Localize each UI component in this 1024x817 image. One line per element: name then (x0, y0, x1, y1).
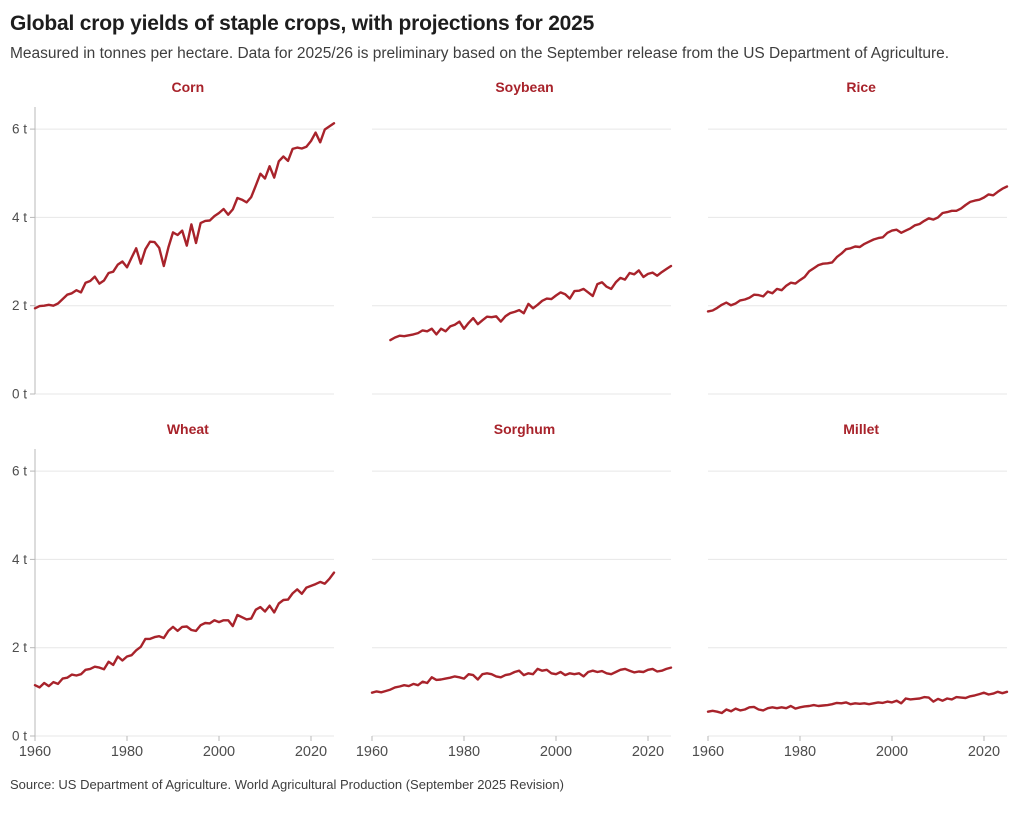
millet-line-chart: 1960 1980 2000 2020 (692, 470, 1009, 760)
facet-millet: Millet 1960 1980 2000 2020 (683, 421, 1014, 763)
corn-line-chart: 0 t 2 t 4 t 6 t (12, 106, 336, 399)
svg-text:0 t: 0 t (12, 386, 27, 399)
svg-text:1960: 1960 (356, 744, 388, 760)
svg-text:6 t: 6 t (12, 121, 27, 136)
svg-text:4 t: 4 t (12, 210, 27, 225)
svg-text:1980: 1980 (784, 744, 816, 760)
svg-text:2020: 2020 (295, 744, 327, 760)
svg-text:2 t: 2 t (12, 298, 27, 313)
facet-title: Soybean (495, 78, 554, 95)
svg-text:6 t: 6 t (12, 463, 27, 478)
svg-text:1960: 1960 (19, 744, 51, 760)
svg-text:2020: 2020 (632, 744, 664, 760)
facet-title: Rice (846, 78, 876, 95)
sorghum-line-chart: 1960 1980 2000 2020 (356, 470, 672, 760)
svg-text:2 t: 2 t (12, 640, 27, 655)
svg-text:4 t: 4 t (12, 552, 27, 567)
facet-title: Wheat (166, 420, 209, 437)
facet-title: Sorghum (493, 420, 556, 437)
facet-wheat: Wheat 0 t 2 t 4 t 6 t 1960 1980 2000 2020 (10, 421, 341, 763)
facet-soybean: Soybean (347, 79, 678, 399)
facet-title: Corn (171, 78, 205, 95)
facet-corn: Corn 0 t 2 t 4 t 6 t (10, 79, 341, 399)
svg-text:1980: 1980 (448, 744, 480, 760)
facet-title: Millet (843, 420, 880, 437)
facet-sorghum: Sorghum 1960 1980 2000 2020 (347, 421, 678, 763)
svg-text:1980: 1980 (111, 744, 143, 760)
page-subtitle: Measured in tonnes per hectare. Data for… (10, 45, 950, 63)
charts-grid: Corn 0 t 2 t 4 t 6 t Soybean Rice Wheat 0 t… (10, 79, 1014, 763)
svg-text:2020: 2020 (968, 744, 1000, 760)
wheat-line-chart: 0 t 2 t 4 t 6 t 1960 1980 2000 2020 (12, 448, 336, 760)
svg-text:2000: 2000 (203, 744, 235, 760)
rice-line-chart (707, 128, 1009, 395)
svg-text:2000: 2000 (540, 744, 572, 760)
svg-text:0 t: 0 t (12, 728, 27, 743)
facet-rice: Rice (683, 79, 1014, 399)
svg-text:1960: 1960 (692, 744, 724, 760)
source-note: Source: US Department of Agriculture. Wo… (10, 776, 564, 792)
svg-text:2000: 2000 (876, 744, 908, 760)
soybean-line-chart (371, 128, 672, 395)
chart-figure: Global crop yields of staple crops, with… (10, 12, 1014, 792)
page-title: Global crop yields of staple crops, with… (10, 12, 595, 35)
